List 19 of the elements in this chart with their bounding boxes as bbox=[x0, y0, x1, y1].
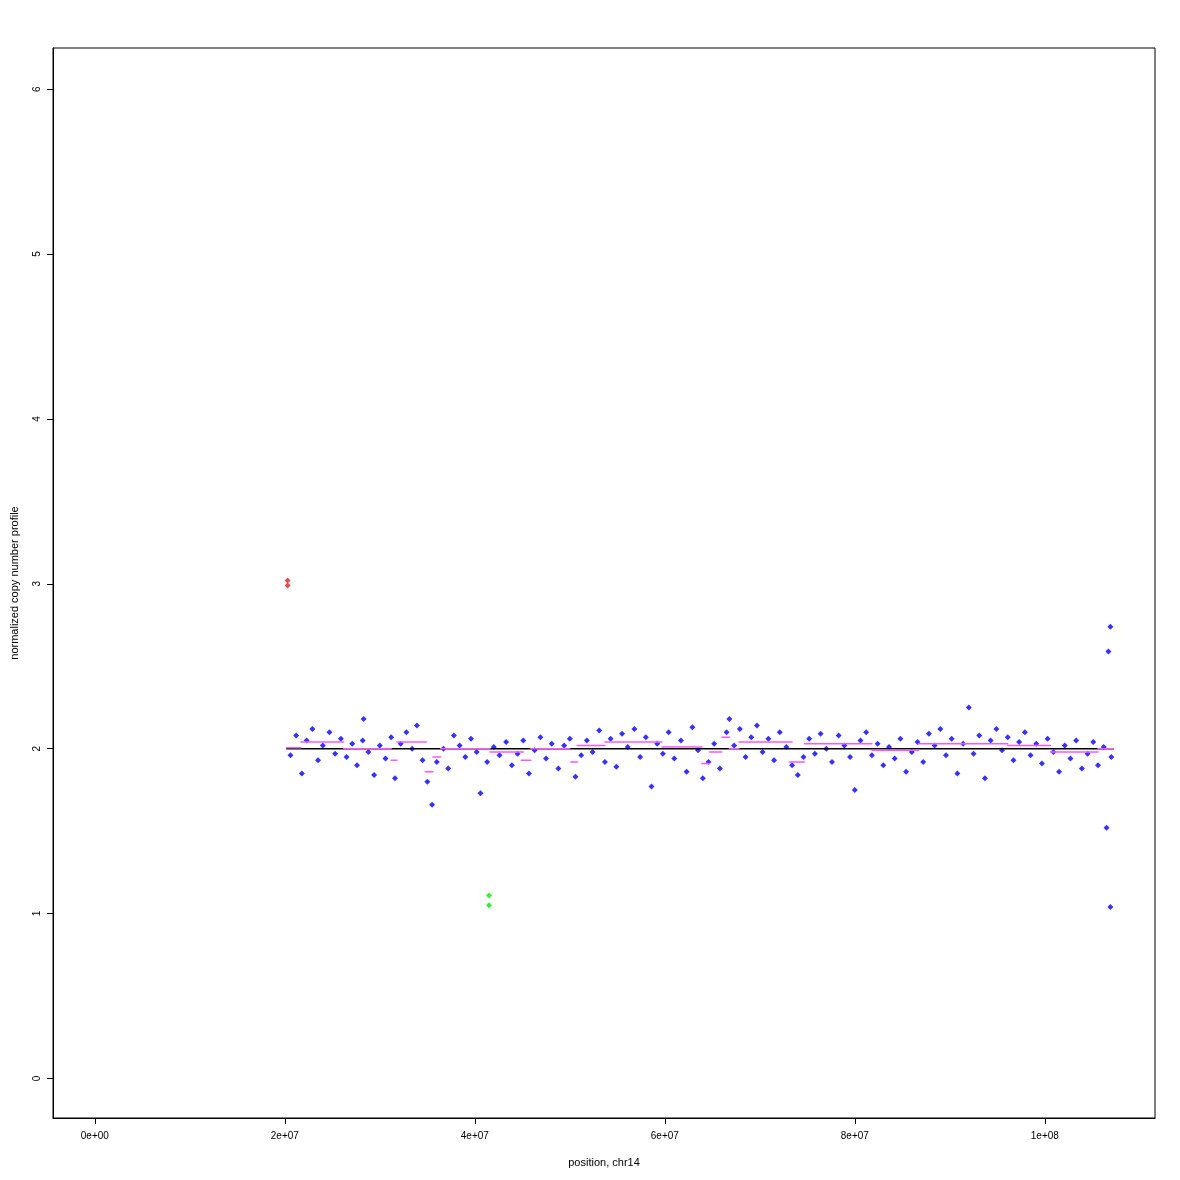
y-tick-label: 6 bbox=[30, 86, 42, 92]
y-tick-label: 5 bbox=[30, 250, 42, 257]
point bbox=[486, 892, 493, 899]
x-tick-label: 1e+08 bbox=[1030, 1129, 1060, 1141]
y-tick-label: 0 bbox=[30, 1075, 42, 1082]
point bbox=[284, 577, 291, 584]
y-tick-label: 1 bbox=[30, 910, 42, 917]
y-tick-label: 3 bbox=[30, 580, 42, 587]
x-tick-label: 2e+07 bbox=[270, 1129, 300, 1141]
x-tick-label: 4e+07 bbox=[460, 1129, 490, 1141]
x-tick-label: 0e+00 bbox=[80, 1129, 110, 1141]
y-axis-title: normalized copy number profile bbox=[7, 506, 20, 660]
y-tick-label: 4 bbox=[30, 415, 42, 422]
x-tick-label: 8e+07 bbox=[840, 1129, 870, 1141]
point bbox=[284, 582, 291, 589]
x-tick-label: 6e+07 bbox=[650, 1129, 680, 1141]
x-axis-title: position, chr14 bbox=[568, 1155, 640, 1168]
point bbox=[486, 902, 493, 909]
y-tick-label: 2 bbox=[30, 745, 42, 752]
